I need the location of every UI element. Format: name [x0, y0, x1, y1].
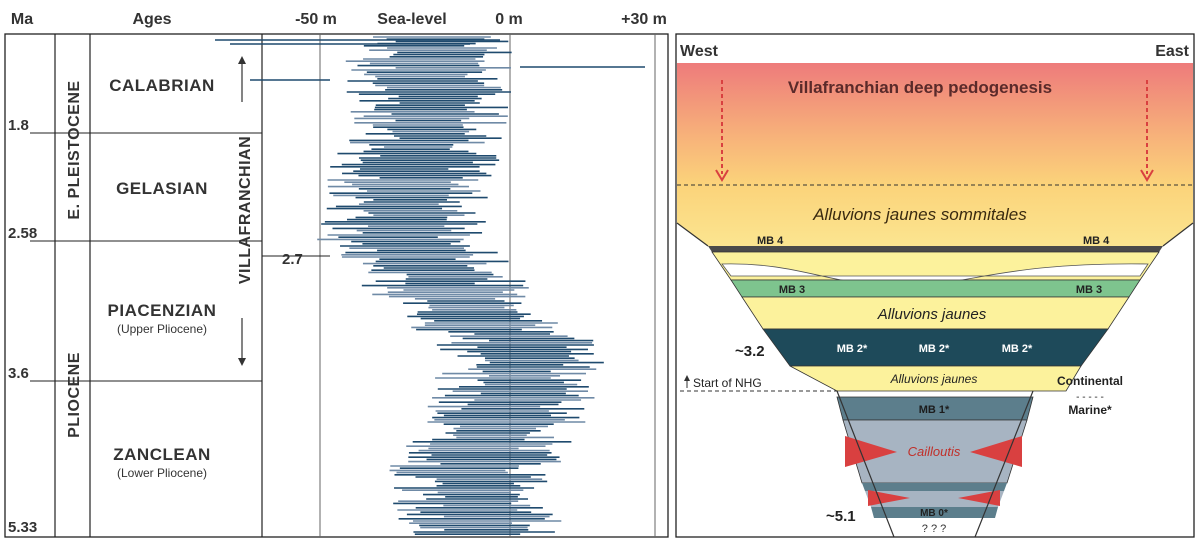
mb2-middle-label: MB 2*	[919, 343, 950, 355]
mb4-left-label: MB 4	[757, 235, 784, 247]
lower-thin-band	[862, 483, 1007, 491]
mb2-right-label: MB 2*	[1002, 343, 1033, 355]
stage-piacenzian: PIACENZIAN	[108, 301, 217, 320]
ajs-label: Alluvions jaunes sommitales	[812, 205, 1027, 224]
sealevel-header: Sea-level	[377, 11, 446, 28]
minus50-header: -50 m	[295, 11, 337, 28]
chart-frame	[4, 33, 669, 538]
stage-calabrian: CALABRIAN	[109, 76, 215, 95]
lower-alluvions-jaunes-layer	[789, 365, 1082, 392]
lower-gravel-band	[865, 491, 1004, 507]
lower-arrow-left	[868, 490, 910, 506]
trough-left-edge	[836, 390, 895, 538]
stage-gelasian: GELASIAN	[116, 179, 208, 198]
ages-header: Ages	[132, 11, 171, 28]
pedogenesis-arrow-left	[715, 80, 729, 182]
lower-alluvions-jaunes-label: Alluvions jaunes	[890, 372, 978, 386]
cailloutis-arrow-right	[970, 436, 1022, 467]
mb3-right-label: MB 3	[1076, 284, 1102, 296]
cailloutis-label: Cailloutis	[908, 444, 961, 459]
ajs-zone	[677, 185, 1193, 246]
villafranchian-bracket: VILLAFRANCHIAN	[237, 56, 254, 366]
stage-piacenzian-sub: (Upper Pliocene)	[117, 322, 207, 336]
header: Ma Ages -50 m Sea-level 0 m +30 m	[11, 11, 667, 28]
ma-header: Ma	[11, 11, 33, 28]
age-3-6: 3.6	[8, 365, 29, 382]
age-5-33: 5.33	[8, 519, 37, 536]
epoch-e-pleistocene: E. PLEISTOCENE	[66, 80, 83, 219]
cross-section: Villafranchian deep pedogenesis Alluvion…	[675, 33, 1195, 538]
stage-zanclean-sub: (Lower Pliocene)	[117, 466, 207, 480]
age-2-58: 2.58	[8, 225, 37, 242]
stage-zanclean: ZANCLEAN	[113, 445, 211, 464]
unknown-label: ? ? ?	[922, 523, 946, 535]
marker-2-7-label: 2.7	[282, 251, 303, 268]
mb0-band	[871, 507, 998, 518]
section-frame	[675, 33, 1195, 538]
nhg-label: Start of NHG	[693, 376, 762, 390]
alluvions-jaunes-label: Alluvions jaunes	[877, 306, 987, 323]
age-1-8: 1.8	[8, 117, 29, 134]
plus30-header: +30 m	[621, 11, 667, 28]
pedogenesis-arrow-right	[1140, 80, 1154, 182]
marine-label: Marine*	[1068, 403, 1112, 417]
continental-marine-divider: - - - - -	[1076, 392, 1104, 403]
east-label: East	[1155, 43, 1189, 60]
mb1-label: MB 1*	[919, 404, 950, 416]
epoch-pliocene: PLIOCENE	[66, 352, 83, 438]
mb3-left-label: MB 3	[779, 284, 805, 296]
pedogenesis-zone	[677, 63, 1193, 185]
mb2-left-label: MB 2*	[837, 343, 868, 355]
age-5-1-label: ~5.1	[826, 508, 856, 525]
villafranchian-label: VILLAFRANCHIAN	[237, 136, 254, 284]
trough-right-edge	[974, 390, 1034, 538]
west-label: West	[680, 43, 719, 60]
age-3-2-label: ~3.2	[735, 343, 765, 360]
mb4-band	[708, 246, 1163, 252]
nhg-arrow	[684, 375, 690, 388]
sea-level-curve	[215, 36, 645, 536]
chronostratigraphic-chart: 1.8 2.58 3.6 5.33 E. PLEISTOCENE PLIOCEN…	[4, 33, 669, 538]
pedogenesis-label: Villafranchian deep pedogenesis	[788, 78, 1052, 97]
zero-header: 0 m	[495, 11, 523, 28]
mb4-right-label: MB 4	[1083, 235, 1110, 247]
mb0-label: MB 0*	[920, 508, 948, 519]
continental-label: Continental	[1057, 374, 1123, 388]
